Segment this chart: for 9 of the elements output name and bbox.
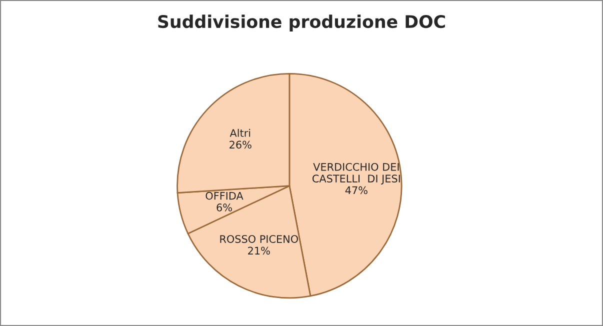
slice-label: Altri bbox=[230, 128, 250, 137]
slice-label: OFFIDA bbox=[206, 192, 244, 200]
data-label: 21% bbox=[248, 246, 270, 255]
slice-label: ROSSO PICENO bbox=[220, 235, 298, 243]
chart-title: Suddivisione produzione DOC bbox=[158, 14, 445, 32]
data-label: 6% bbox=[216, 204, 232, 212]
data-label: 26% bbox=[230, 140, 252, 149]
slice-label: VERDICCHIO DEI CASTELLI DI JESI bbox=[312, 162, 400, 184]
data-label: 47% bbox=[345, 186, 368, 194]
